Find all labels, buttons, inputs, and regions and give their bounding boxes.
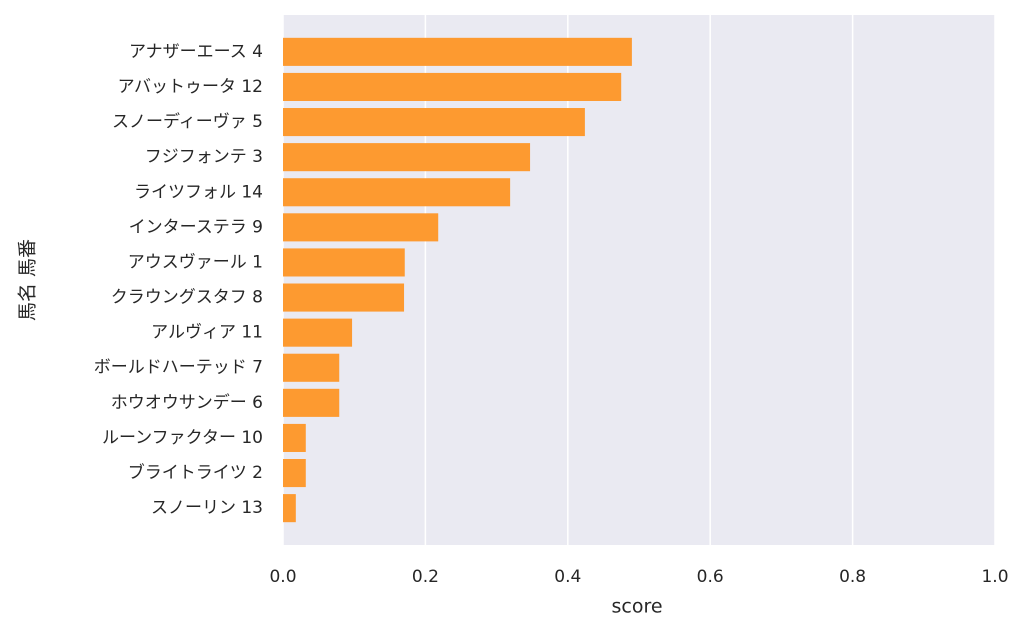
bar bbox=[283, 72, 622, 101]
bar bbox=[283, 283, 405, 312]
y-tick-label: ボールドハーテッド 7 bbox=[94, 358, 263, 378]
x-tick-label: 0.2 bbox=[412, 567, 439, 587]
y-tick-label: クラウングスタフ 8 bbox=[111, 288, 263, 308]
y-tick-label: アナザーエース 4 bbox=[129, 42, 263, 62]
bar bbox=[283, 353, 340, 382]
y-tick-label: アバットゥータ 12 bbox=[118, 77, 263, 97]
x-tick-label: 0.0 bbox=[269, 567, 296, 587]
bar bbox=[283, 459, 306, 488]
bar bbox=[283, 108, 585, 137]
y-tick-label: インターステラ 9 bbox=[129, 217, 263, 237]
x-tick-label: 0.6 bbox=[697, 567, 724, 587]
plot-area bbox=[283, 15, 995, 545]
y-tick-label: アルヴィア 11 bbox=[151, 323, 263, 343]
bar bbox=[283, 423, 306, 452]
x-axis-label: score bbox=[611, 596, 662, 618]
x-tick-label: 1.0 bbox=[981, 567, 1008, 587]
bar bbox=[283, 143, 531, 172]
bar bbox=[283, 178, 511, 207]
y-tick-label: アウスヴァール 1 bbox=[128, 252, 263, 272]
y-tick-label: ライツフォル 14 bbox=[134, 182, 263, 202]
y-tick-label: ホウオウサンデー 6 bbox=[111, 392, 263, 413]
y-axis-label: 馬名 馬番 bbox=[17, 239, 39, 321]
bar bbox=[283, 388, 340, 417]
y-tick-label: フジフォンテ 3 bbox=[145, 147, 263, 167]
bar bbox=[283, 248, 405, 277]
bar bbox=[283, 213, 439, 242]
bar bbox=[283, 37, 632, 66]
bar bbox=[283, 494, 296, 523]
y-tick-label: スノーリン 13 bbox=[151, 498, 263, 518]
y-tick-label: ルーンファクター 10 bbox=[102, 428, 263, 448]
bar bbox=[283, 318, 353, 347]
y-tick-label: ブライトライツ 2 bbox=[128, 462, 263, 483]
x-tick-label: 0.8 bbox=[839, 567, 866, 587]
y-tick-label: スノーディーヴァ 5 bbox=[112, 111, 263, 132]
x-tick-label: 0.4 bbox=[554, 567, 581, 587]
